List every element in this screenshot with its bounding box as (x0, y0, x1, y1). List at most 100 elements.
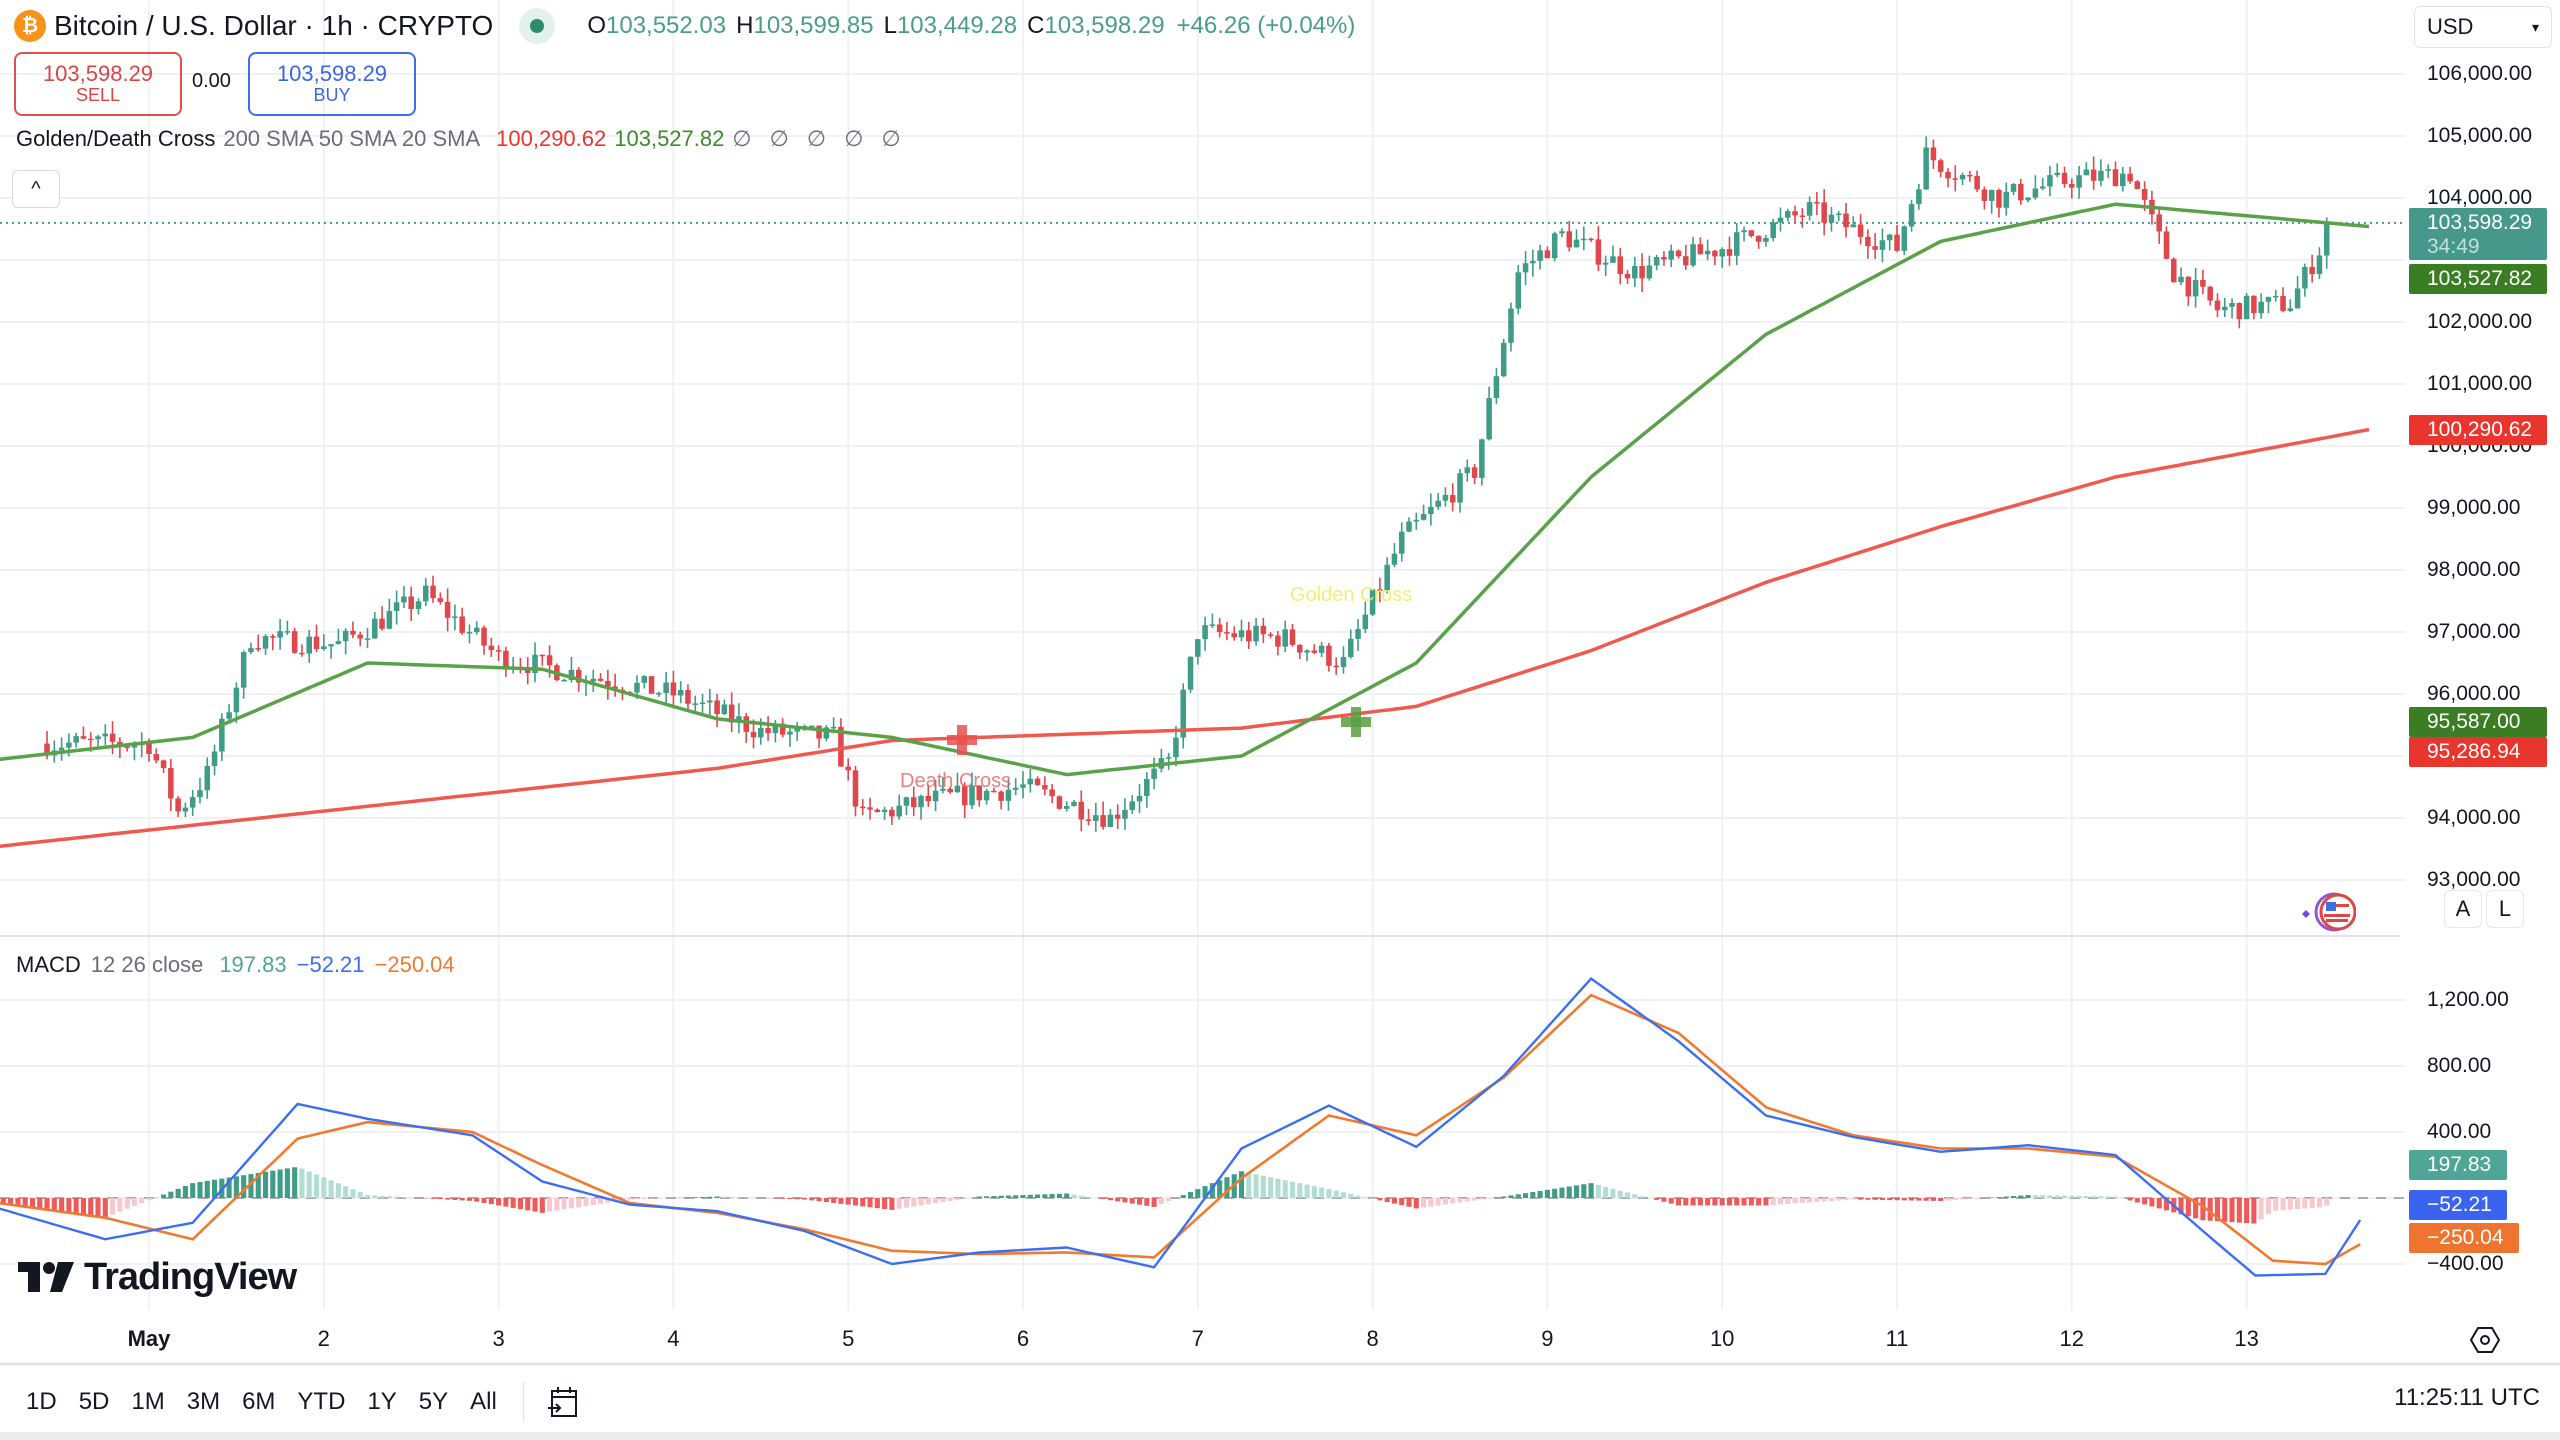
chart-grid (0, 0, 2405, 1310)
utc-clock[interactable]: 11:25:11 UTC (2394, 1384, 2540, 1411)
macd-pane (0, 977, 2362, 1277)
macd-line-tag: −52.21 (2409, 1190, 2507, 1220)
candlesticks (44, 136, 2330, 832)
empty-values: ∅ ∅ ∅ ∅ ∅ (732, 126, 907, 151)
macd-axis-tick: 800.00 (2427, 1054, 2492, 1077)
time-axis-tick: 10 (1709, 1326, 1735, 1351)
macd-signal-value: −250.04 (374, 952, 455, 977)
low-value: 103,449.28 (896, 12, 1018, 39)
time-axis-tick: 9 (1541, 1326, 1554, 1351)
range-toolbar: 1D 5D 1M 3M 6M YTD 1Y 5Y All (26, 1382, 582, 1422)
sma50-value: 103,527.82 (614, 126, 725, 151)
tradingview-logo[interactable]: TradingView (18, 1256, 297, 1299)
currency-value: USD (2427, 14, 2474, 39)
time-axis-tick: 7 (1191, 1326, 1204, 1351)
buy-label: BUY (313, 85, 351, 106)
bitcoin-icon: ₿ (14, 10, 46, 42)
us-flag-ai-icon[interactable] (2296, 890, 2356, 934)
time-axis-tick: 2 (317, 1326, 330, 1351)
close-value: 103,598.29 (1044, 12, 1165, 39)
price-axis-tick: 98,000.00 (2427, 558, 2521, 581)
range-3m[interactable]: 3M (186, 1388, 221, 1415)
moving-averages (0, 202, 2370, 849)
sma50-tag: 103,527.82 (2409, 264, 2547, 294)
macd-histogram-tag: 197.83 (2409, 1150, 2507, 1180)
range-all[interactable]: All (470, 1388, 497, 1415)
log-scale-button[interactable]: L (2486, 890, 2524, 928)
tradingview-logo-icon (18, 1261, 74, 1292)
last-price-value: 103,598.29 (2427, 211, 2533, 234)
high-label: H (736, 12, 754, 39)
macd-axis-tick: 1,200.00 (2427, 988, 2509, 1011)
range-1y[interactable]: 1Y (367, 1388, 397, 1415)
time-axis-tick: May (127, 1326, 171, 1351)
price-axis-tick: 102,000.00 (2427, 310, 2533, 333)
time-axis-tick: 4 (667, 1326, 680, 1351)
price-axis-tick: 101,000.00 (2427, 372, 2533, 395)
bottom-strip (0, 1432, 2560, 1440)
indicator-params: 200 SMA 50 SMA 20 SMA (223, 126, 481, 151)
price-axis-tick: 96,000.00 (2427, 682, 2521, 705)
macd-legend[interactable]: MACD 12 26 close 197.83 −52.21 −250.04 (16, 952, 455, 978)
range-5d[interactable]: 5D (78, 1388, 110, 1415)
open-value: 103,552.03 (606, 12, 727, 39)
spread-value: 0.00 (192, 70, 231, 92)
open-label: O (587, 12, 606, 39)
indicator-name[interactable]: Golden/Death Cross (16, 126, 216, 151)
price-axis-tick: 106,000.00 (2427, 62, 2533, 85)
death-cross-label: Death Cross (900, 770, 1012, 792)
time-axis-tick: 3 (492, 1326, 505, 1351)
death-cross-tag: 95,286.94 (2409, 737, 2547, 767)
range-1m[interactable]: 1M (131, 1388, 165, 1415)
price-axis-tick: 99,000.00 (2427, 496, 2521, 519)
last-price-tag: 103,598.29 34:49 (2409, 208, 2547, 260)
range-ytd[interactable]: YTD (297, 1388, 346, 1415)
macd-params: 12 26 close (90, 952, 204, 977)
macd-axis-tick: 400.00 (2427, 1120, 2492, 1143)
collapse-legend-button[interactable]: ^ (12, 170, 60, 208)
macd-histogram-value: 197.83 (219, 952, 287, 977)
time-axis-tick: 5 (842, 1326, 855, 1351)
golden-cross-label: Golden Cross (1290, 584, 1413, 606)
settings-icon[interactable] (2470, 1325, 2500, 1355)
range-1d[interactable]: 1D (26, 1388, 57, 1415)
sell-price: 103,598.29 (42, 61, 154, 86)
sell-label: SELL (75, 85, 121, 106)
indicator-legend[interactable]: Golden/Death Cross 200 SMA 50 SMA 20 SMA… (16, 126, 907, 152)
symbol-title[interactable]: Bitcoin / U.S. Dollar · 1h · CRYPTO (54, 10, 494, 41)
time-axis-tick: 13 (2234, 1326, 2259, 1351)
price-axis-tick: 93,000.00 (2427, 868, 2521, 891)
time-axis-tick: 8 (1366, 1326, 1379, 1351)
bar-countdown: 34:49 (2427, 235, 2480, 258)
sma200-value: 100,290.62 (496, 126, 607, 151)
price-axis-tick: 104,000.00 (2427, 186, 2533, 209)
sell-button[interactable]: 103,598.29 SELL (14, 52, 182, 116)
low-label: L (883, 12, 897, 39)
sma200-tag: 100,290.62 (2409, 415, 2547, 445)
calendar-goto-icon[interactable] (546, 1384, 582, 1420)
golden-cross-tag: 95,587.00 (2409, 707, 2547, 737)
time-axis-tick: 11 (1885, 1326, 1909, 1351)
time-axis-tick: 12 (2059, 1326, 2085, 1351)
price-change: +46.26 (+0.04%) (1176, 12, 1356, 39)
auto-scale-button[interactable]: A (2444, 890, 2482, 928)
market-status-indicator[interactable] (519, 8, 556, 44)
macd-axis-tick: −400.00 (2427, 1252, 2504, 1275)
macd-line-value: −52.21 (296, 952, 365, 977)
currency-select[interactable]: USD ▾ (2414, 6, 2552, 48)
range-6m[interactable]: 6M (242, 1388, 276, 1415)
market-open-dot-icon (530, 19, 545, 33)
buy-button[interactable]: 103,598.29 BUY (248, 52, 416, 116)
price-axis-tick: 97,000.00 (2427, 620, 2521, 643)
macd-signal-tag: −250.04 (2409, 1223, 2519, 1253)
macd-name[interactable]: MACD (16, 952, 81, 977)
toolbar-divider (522, 1382, 524, 1422)
price-axis-tick: 94,000.00 (2427, 806, 2521, 829)
close-label: C (1027, 12, 1045, 39)
buy-price: 103,598.29 (276, 61, 388, 86)
range-5y[interactable]: 5Y (418, 1388, 449, 1415)
time-axis-tick: 6 (1016, 1326, 1030, 1351)
price-axis-tick: 105,000.00 (2427, 124, 2533, 147)
